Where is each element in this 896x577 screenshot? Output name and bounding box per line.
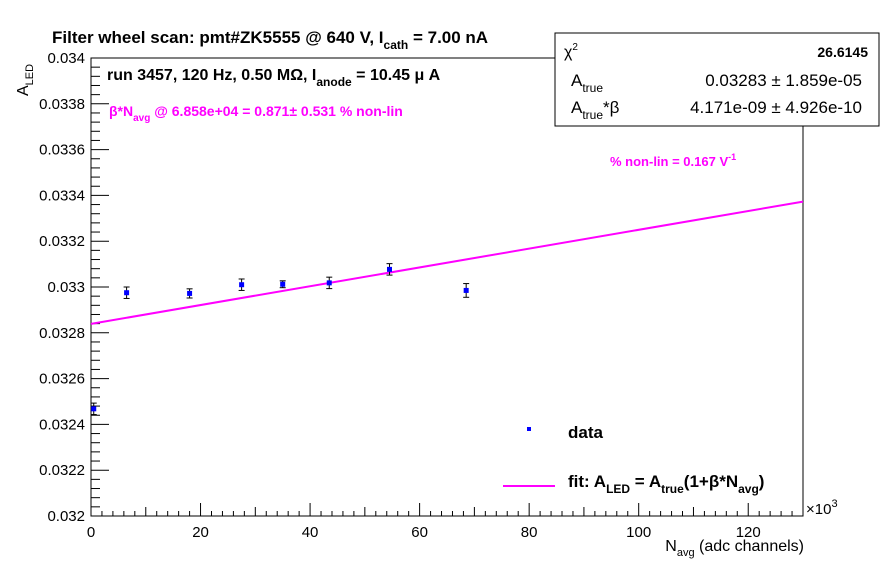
chi2-value: 26.6145	[817, 44, 868, 60]
x-axis-multiplier: ×103	[806, 498, 838, 518]
x-tick-label: 60	[411, 524, 428, 541]
data-marker	[187, 290, 193, 296]
fit-layer	[90, 200, 804, 325]
legend: data fit: ALED = Atrue(1+β*Navg)	[503, 423, 764, 496]
data-marker	[280, 281, 286, 287]
x-tick-label: 0	[87, 524, 95, 541]
y-tick-label: 0.0336	[39, 142, 85, 159]
y-tick-label: 0.034	[47, 50, 85, 67]
y-tick-label: 0.0322	[39, 462, 85, 479]
y-tick-label: 0.0328	[39, 325, 85, 342]
legend-fit-label: fit: ALED = Atrue(1+β*Navg)	[568, 472, 764, 496]
stats-box: χ2 26.6145 Atrue 0.03283 ± 1.859e-05 Atr…	[554, 32, 880, 127]
a-true-label: Atrue	[571, 71, 603, 95]
data-point	[326, 276, 333, 290]
a-true-value: 0.03283 ± 1.859e-05	[705, 71, 862, 90]
data-points	[90, 263, 470, 416]
data-point	[90, 402, 97, 416]
y-tick-label: 0.0324	[39, 416, 85, 433]
y-axis-label: ALED	[15, 64, 36, 96]
beta-nonlin-text: β*Navg @ 6.858e+04 = 0.871± 0.531 % non-…	[109, 103, 403, 124]
run-info: run 3457, 120 Hz, 0.50 MΩ, Ianode = 10.4…	[107, 67, 441, 89]
legend-data-marker	[527, 427, 531, 431]
x-axis-label: Navg (adc channels)	[665, 538, 804, 559]
data-point	[186, 288, 193, 299]
x-tick-label: 100	[626, 524, 651, 541]
x-tick-label: 40	[302, 524, 319, 541]
legend-data-label: data	[568, 423, 604, 442]
data-marker	[463, 287, 469, 293]
y-tick-label: 0.0326	[39, 371, 85, 388]
nonlin-per-volt: % non-lin = 0.167 V-1	[610, 152, 736, 169]
a-beta-value: 4.171e-09 ± 4.926e-10	[690, 98, 862, 117]
data-point	[123, 286, 130, 299]
x-tick-label: 20	[192, 524, 209, 541]
a-beta-label: Atrue*β	[571, 98, 620, 122]
data-marker	[326, 280, 332, 286]
data-point	[238, 278, 245, 291]
data-point	[463, 283, 470, 298]
y-tick-label: 0.033	[47, 279, 85, 296]
x-tick-label: 80	[521, 524, 538, 541]
y-tick-label: 0.0338	[39, 96, 85, 113]
x-tick-label: 120	[736, 524, 761, 541]
data-marker	[91, 406, 97, 412]
data-marker	[386, 266, 392, 272]
data-point	[279, 280, 286, 289]
chart-title: Filter wheel scan: pmt#ZK5555 @ 640 V, I…	[52, 28, 488, 52]
y-tick-label: 0.0332	[39, 233, 85, 250]
chi2-label: χ2	[564, 42, 578, 61]
y-tick-label: 0.0334	[39, 187, 85, 204]
data-marker	[239, 282, 245, 288]
data-point	[386, 263, 393, 276]
data-marker	[124, 290, 130, 296]
fit-line	[90, 200, 804, 325]
axes: 0 20 40 60 80 100 120 0.032 0.0322 0.0324 0.0326 0.…	[39, 50, 804, 541]
y-tick-label: 0.032	[47, 508, 85, 525]
